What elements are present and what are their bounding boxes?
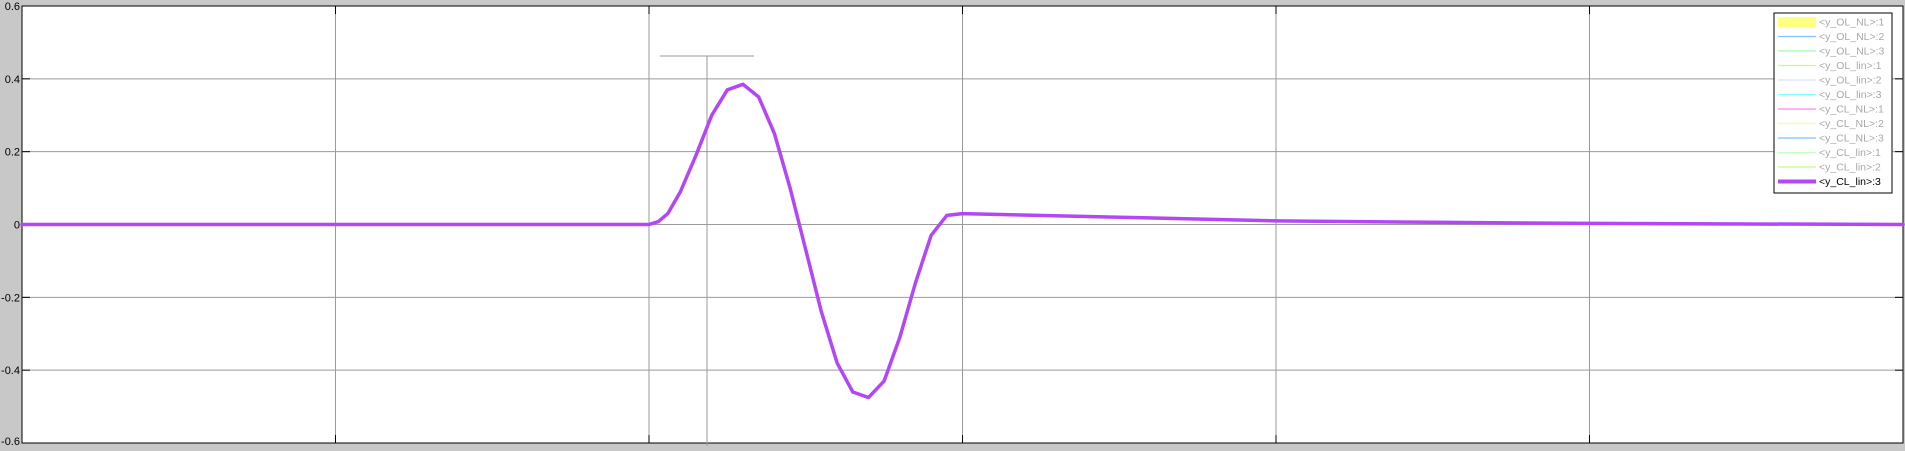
- series-line-y-cl-lin-3[interactable]: [20, 82, 1905, 400]
- legend[interactable]: <y_OL_NL>:1 <y_OL_NL>:2 <y_OL_NL>:3 <y_OL_l…: [1773, 12, 1893, 194]
- y-tick-label: 0.4: [5, 74, 20, 86]
- legend-label: <y_CL_lin>:1: [1819, 147, 1881, 159]
- legend-label: <y_OL_lin>:1: [1819, 60, 1882, 72]
- legend-entry[interactable]: <y_CL_lin>:1: [1778, 147, 1881, 159]
- legend-entry[interactable]: <y_OL_lin>:3: [1778, 89, 1882, 101]
- legend-label: <y_CL_NL>:2: [1819, 118, 1884, 130]
- legend-label: <y_OL_lin>:3: [1819, 89, 1882, 101]
- y-tick-label: -0.2: [1, 292, 20, 304]
- legend-entry[interactable]: <y_OL_lin>:2: [1778, 75, 1882, 87]
- legend-label: <y_CL_lin>:2: [1819, 162, 1881, 174]
- legend-label: <y_CL_NL>:1: [1819, 104, 1884, 116]
- legend-entry[interactable]: <y_CL_NL>:2: [1778, 118, 1884, 130]
- legend-entry[interactable]: <y_OL_NL>:2: [1778, 31, 1885, 43]
- legend-label: <y_CL_NL>:3: [1819, 133, 1884, 145]
- legend-box: [1773, 12, 1893, 194]
- legend-label: <y_CL_lin>:3: [1819, 176, 1881, 188]
- legend-label: <y_OL_NL>:3: [1819, 46, 1885, 58]
- legend-entry[interactable]: <y_CL_NL>:1: [1778, 104, 1884, 116]
- legend-swatch: [1778, 17, 1816, 27]
- y-tick-label: -0.6: [1, 436, 20, 446]
- series-lines: [20, 82, 1905, 400]
- legend-entry[interactable]: <y_OL_lin>:1: [1778, 60, 1882, 72]
- y-tick-label: 0: [14, 220, 20, 232]
- legend-label: <y_OL_lin>:2: [1819, 75, 1882, 87]
- y-tick-label: 0.2: [5, 147, 20, 159]
- y-tick-label: 0.6: [5, 1, 20, 13]
- legend-entry[interactable]: <y_OL_NL>:3: [1778, 46, 1885, 58]
- legend-label: <y_OL_NL>:1: [1819, 17, 1885, 29]
- legend-entry[interactable]: <y_CL_lin>:3: [1778, 176, 1881, 188]
- y-tick-labels: 0.6 0.4 0.2 0 -0.2 -0.4 -0.6: [1, 1, 20, 448]
- legend-entry[interactable]: <y_CL_NL>:3: [1778, 133, 1884, 145]
- y-tick-label: -0.4: [1, 365, 20, 377]
- legend-entry[interactable]: <y_CL_lin>:2: [1778, 162, 1881, 174]
- data-cursor[interactable]: [660, 55, 754, 446]
- legend-entry[interactable]: <y_OL_NL>:1: [1778, 17, 1885, 29]
- legend-label: <y_OL_NL>:2: [1819, 31, 1885, 43]
